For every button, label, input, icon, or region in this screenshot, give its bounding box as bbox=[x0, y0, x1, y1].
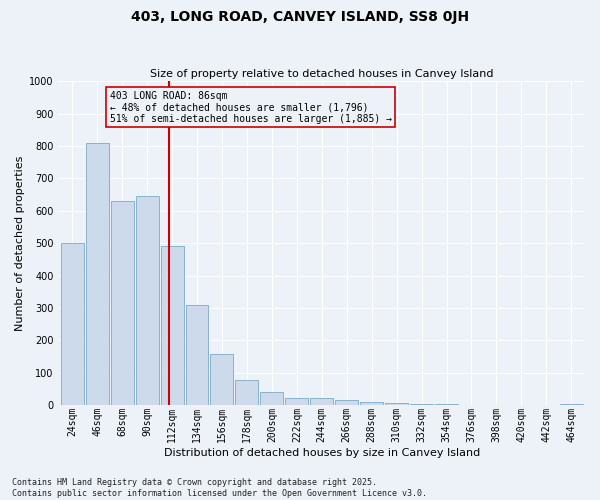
Bar bbox=[136, 196, 158, 406]
Bar bbox=[61, 243, 84, 406]
Text: 403, LONG ROAD, CANVEY ISLAND, SS8 0JH: 403, LONG ROAD, CANVEY ISLAND, SS8 0JH bbox=[131, 10, 469, 24]
Bar bbox=[86, 143, 109, 406]
Bar bbox=[310, 398, 333, 406]
Bar bbox=[260, 392, 283, 406]
Bar bbox=[410, 404, 433, 406]
Text: Contains HM Land Registry data © Crown copyright and database right 2025.
Contai: Contains HM Land Registry data © Crown c… bbox=[12, 478, 427, 498]
Bar bbox=[435, 404, 458, 406]
Bar bbox=[185, 305, 208, 406]
Bar bbox=[235, 380, 259, 406]
Bar bbox=[110, 201, 134, 406]
Text: 403 LONG ROAD: 86sqm
← 48% of detached houses are smaller (1,796)
51% of semi-de: 403 LONG ROAD: 86sqm ← 48% of detached h… bbox=[110, 91, 392, 124]
Bar bbox=[460, 404, 483, 406]
Bar bbox=[335, 400, 358, 406]
Y-axis label: Number of detached properties: Number of detached properties bbox=[15, 156, 25, 331]
Title: Size of property relative to detached houses in Canvey Island: Size of property relative to detached ho… bbox=[150, 69, 494, 79]
Bar bbox=[560, 404, 583, 406]
X-axis label: Distribution of detached houses by size in Canvey Island: Distribution of detached houses by size … bbox=[164, 448, 480, 458]
Bar bbox=[385, 402, 408, 406]
Bar bbox=[161, 246, 184, 406]
Bar bbox=[211, 354, 233, 406]
Bar bbox=[360, 402, 383, 406]
Bar bbox=[286, 398, 308, 406]
